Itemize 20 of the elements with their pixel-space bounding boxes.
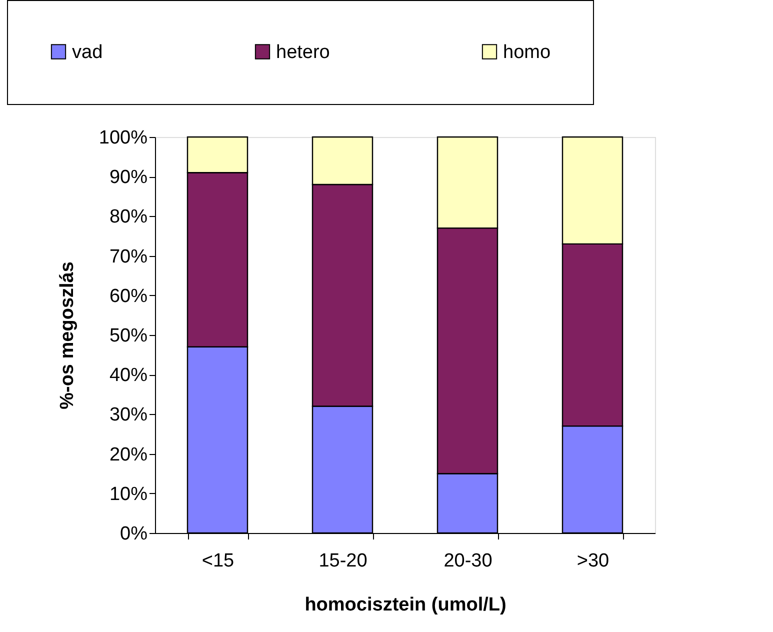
x-axis-title: homocisztein (umol/L) [304,594,506,616]
y-tick-label: 30% [109,404,148,426]
y-tick-label: 50% [109,326,148,346]
x-tick-label: 15-20 [318,550,368,572]
legend-label: vad [72,42,103,63]
y-tick-label: 80% [109,206,148,228]
y-tick-label: 40% [109,365,148,386]
x-tick-label: >30 [576,550,610,572]
y-tick-label: 90% [109,167,148,188]
y-tick-label: 60% [109,286,148,307]
y-tick-label: 20% [109,444,148,466]
y-tick-label: 100% [98,128,148,148]
legend-label: hetero [276,42,330,63]
x-tick-label: <15 [202,550,234,572]
y-tick-label: 0% [120,524,148,544]
y-axis-title: %-os megoszlás [56,262,78,410]
x-tick-label: 20-30 [444,550,492,572]
y-tick-label: 10% [109,484,148,505]
y-tick-label: 70% [109,246,148,268]
legend-label: homo [503,42,551,63]
